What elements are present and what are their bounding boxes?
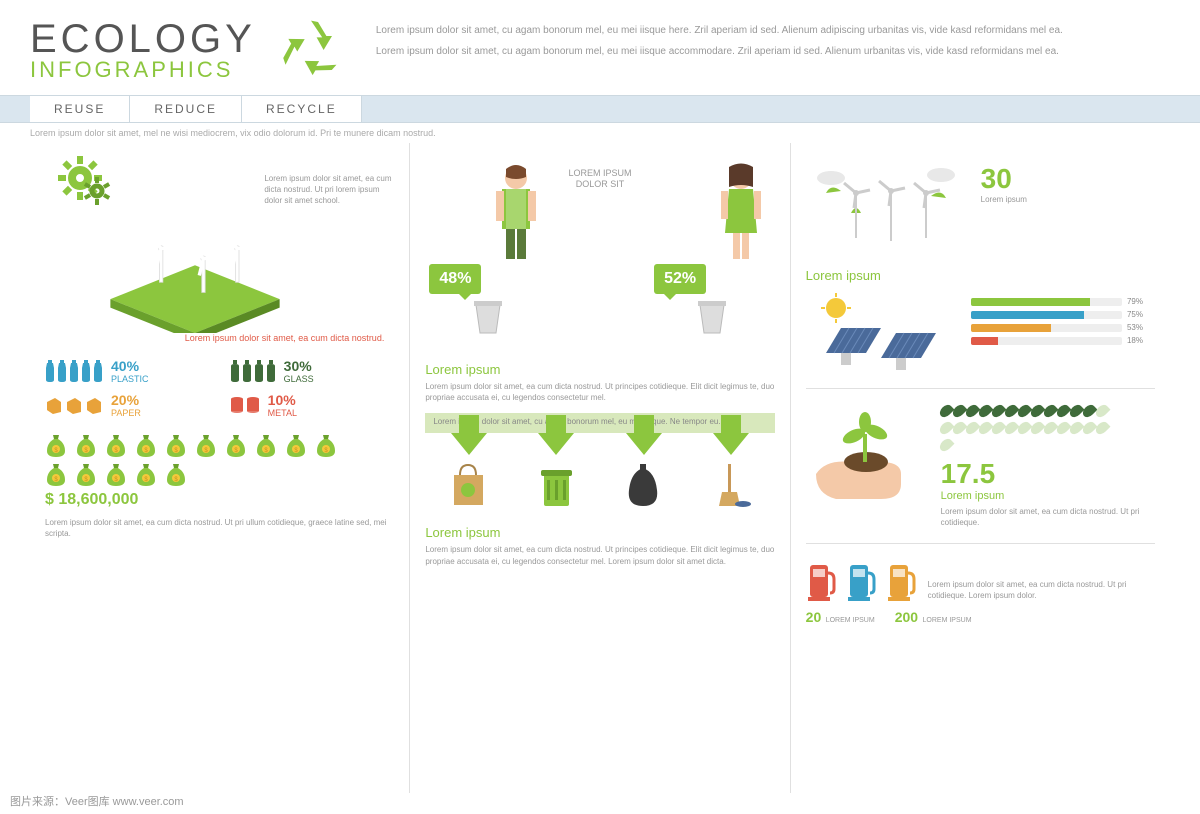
title-block: ECOLOGY INFOGRAPHICS xyxy=(30,15,346,85)
plant-stat-value: 17.5 xyxy=(941,458,1155,490)
column-reduce: 48% LOREM IPSUM DOLOR SIT 52% xyxy=(409,143,789,793)
arrow-down-icon xyxy=(538,433,574,455)
solar-panels-icon xyxy=(806,293,956,373)
waste-item: 30%GLASS xyxy=(230,358,395,384)
person-male-icon xyxy=(486,163,546,283)
watermark: 图片来源：Veer图库 www.veer.com xyxy=(10,793,184,809)
col2-bottom-title: Lorem ipsum xyxy=(425,525,774,540)
gear-icon xyxy=(55,153,125,223)
money-bag-icon: $ xyxy=(105,462,127,486)
money-bag-icon: $ xyxy=(45,462,67,486)
bar-row: 79% xyxy=(971,297,1155,306)
windfarm-desc: Lorem ipsum dolor sit amet, ea cum dicta… xyxy=(264,173,394,207)
female-pct-bubble: 52% xyxy=(654,264,706,294)
money-bag-icon: $ xyxy=(315,433,337,457)
page-subtitle: INFOGRAPHICS xyxy=(30,57,256,83)
turbines-icon xyxy=(806,163,966,253)
trash-bin-icon xyxy=(534,460,579,510)
main-content: Lorem ipsum dolor sit amet, ea cum dicta… xyxy=(0,143,1200,793)
fuel-row: Lorem ipsum dolor sit amet, ea cum dicta… xyxy=(806,543,1155,601)
money-bag-icon: $ xyxy=(75,462,97,486)
money-bag-icon: $ xyxy=(135,433,157,457)
waste-item: 10%METAL xyxy=(230,392,395,418)
column-recycle: 30 Lorem ipsum Lorem ipsum 79% 75% 53% 18% xyxy=(790,143,1170,793)
plant-row: 17.5 Lorem ipsum Lorem ipsum dolor sit a… xyxy=(806,388,1155,528)
waste-items-row xyxy=(425,460,774,510)
money-bag-icon: $ xyxy=(165,462,187,486)
recycle-icon xyxy=(276,15,346,85)
tab-recycle[interactable]: RECYCLE xyxy=(242,96,362,122)
person-female: 52% xyxy=(650,163,775,342)
waste-item: 20%PAPER xyxy=(45,392,210,418)
fuel-pump-icon xyxy=(806,559,838,601)
money-desc: Lorem ipsum dolor sit amet, ea cum dicta… xyxy=(45,517,394,539)
col2-desc: Lorem ipsum dolor sit amet, ea cum dicta… xyxy=(425,381,774,403)
fuel-pump-icon xyxy=(846,559,878,601)
leaf-icon xyxy=(937,437,954,454)
fuel-stat: 20 LOREM IPSUM xyxy=(806,609,875,627)
plant-desc: Lorem ipsum dolor sit amet, ea cum dicta… xyxy=(941,506,1155,528)
solar-title: Lorem ipsum xyxy=(806,268,1155,283)
col2-bottom-desc: Lorem ipsum dolor sit amet, ea cum dicta… xyxy=(425,544,774,566)
wind-stat-label: Lorem ipsum xyxy=(981,195,1027,204)
fuel-pump-icon xyxy=(886,559,918,601)
arrow-down-icon xyxy=(451,433,487,455)
money-bag-icon: $ xyxy=(75,433,97,457)
fuel-desc: Lorem ipsum dolor sit amet, ea cum dicta… xyxy=(928,579,1155,601)
people-center-label: LOREM IPSUM DOLOR SIT xyxy=(560,168,640,190)
tab-bar: REUSE REDUCE RECYCLE xyxy=(0,95,1200,123)
garbage-bag-icon xyxy=(621,460,666,510)
money-bag-icon: $ xyxy=(45,433,67,457)
windfarm-note: Lorem ipsum dolor sit amet, ea cum dicta… xyxy=(185,333,385,343)
column-reuse: Lorem ipsum dolor sit amet, ea cum dicta… xyxy=(30,143,409,793)
bar-row: 75% xyxy=(971,310,1155,319)
money-bags-row: $ $ $ $ $ $ $ $ $ $ $ $ $ $ $ xyxy=(45,433,365,486)
tab-reduce[interactable]: REDUCE xyxy=(130,96,242,122)
hand-plant-icon xyxy=(806,404,926,504)
windfarm-illustration: Lorem ipsum dolor sit amet, ea cum dicta… xyxy=(45,153,394,343)
person-male: 48% xyxy=(425,163,550,342)
money-bag-icon: $ xyxy=(285,433,307,457)
money-total: $ 18,600,000 xyxy=(45,491,394,509)
bin-icon xyxy=(692,297,732,337)
bars-column: 79% 75% 53% 18% xyxy=(971,293,1155,349)
people-row: 48% LOREM IPSUM DOLOR SIT 52% xyxy=(425,163,774,342)
broom-icon xyxy=(708,460,753,510)
wind-stat-value: 30 xyxy=(981,163,1027,195)
money-bag-icon: $ xyxy=(165,433,187,457)
money-bag-icon: $ xyxy=(105,433,127,457)
col2-title: Lorem ipsum xyxy=(425,362,774,377)
arrow-down-icon xyxy=(626,433,662,455)
waste-grid: 40%PLASTIC 30%GLASS 20%PAPER 10%METAL xyxy=(45,358,394,418)
fuel-pumps xyxy=(806,559,918,601)
header: ECOLOGY INFOGRAPHICS Lorem ipsum dolor s… xyxy=(0,0,1200,95)
arrow-down-icon xyxy=(713,433,749,455)
waste-item: 40%PLASTIC xyxy=(45,358,210,384)
money-bag-icon: $ xyxy=(255,433,277,457)
person-female-icon xyxy=(711,163,771,283)
male-pct-bubble: 48% xyxy=(429,264,481,294)
bag-icon xyxy=(446,460,491,510)
fuel-stat: 200 LOREM IPSUM xyxy=(895,609,972,627)
arrows-row xyxy=(425,433,774,455)
tab-reuse[interactable]: REUSE xyxy=(30,96,130,122)
subheader-text: Lorem ipsum dolor sit amet, mel ne wisi … xyxy=(0,123,1200,143)
fuel-stats: 20 LOREM IPSUM 200 LOREM IPSUM xyxy=(806,609,1155,627)
leaf-icon xyxy=(1093,403,1110,420)
page-title: ECOLOGY xyxy=(30,17,256,62)
bin-icon xyxy=(468,297,508,337)
plant-stat-label: Lorem ipsum xyxy=(941,490,1155,502)
bar-row: 53% xyxy=(971,323,1155,332)
money-bag-icon: $ xyxy=(135,462,157,486)
solar-row: 79% 75% 53% 18% xyxy=(806,293,1155,373)
header-description: Lorem ipsum dolor sit amet, cu agam bono… xyxy=(376,15,1170,59)
money-bag-icon: $ xyxy=(195,433,217,457)
leaf-icon xyxy=(1093,420,1110,437)
platform-icon xyxy=(65,223,325,333)
money-bag-icon: $ xyxy=(225,433,247,457)
wind-stat-row: 30 Lorem ipsum xyxy=(806,163,1155,253)
leaves-grid xyxy=(941,404,1111,452)
bar-row: 18% xyxy=(971,336,1155,345)
